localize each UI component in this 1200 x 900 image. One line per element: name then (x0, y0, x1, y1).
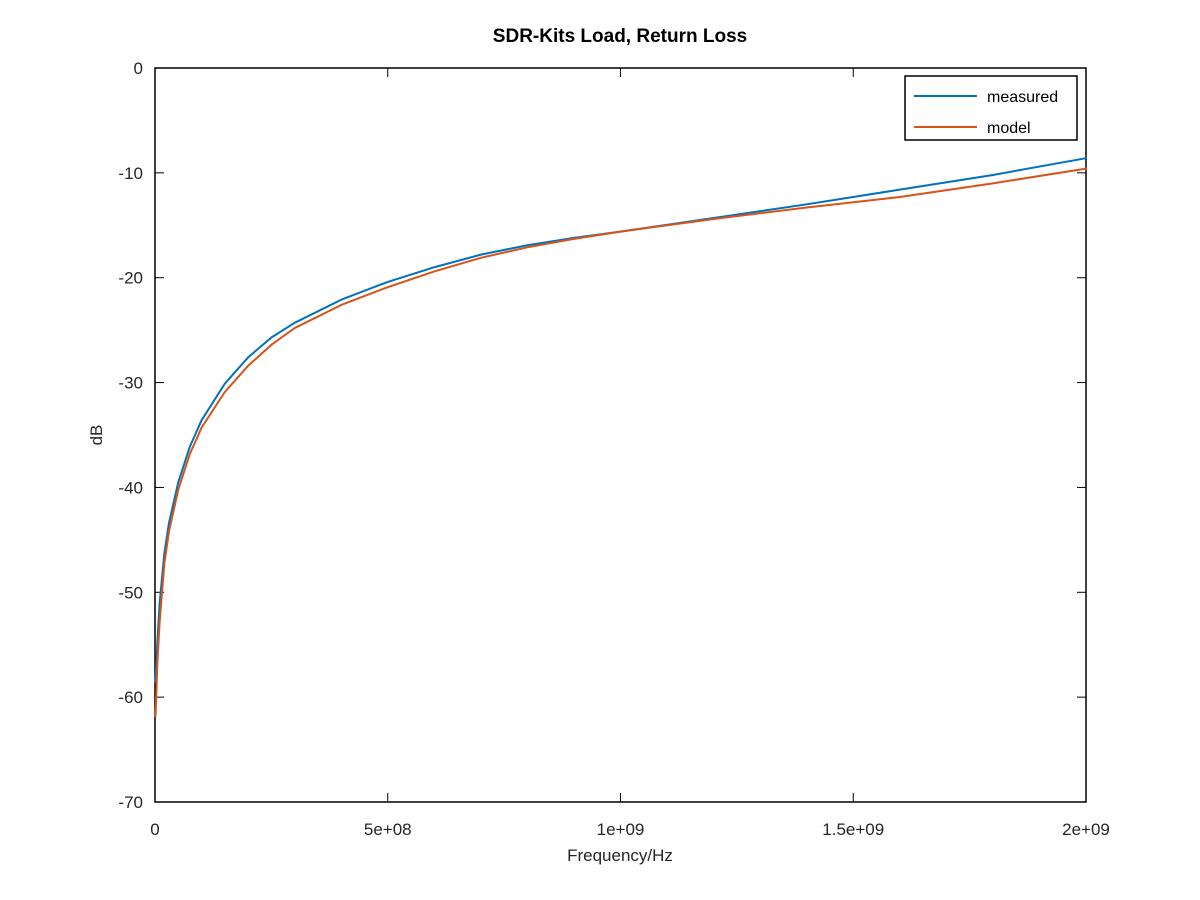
x-tick-label: 0 (150, 820, 159, 839)
legend: measured model (904, 75, 1078, 141)
y-tick-label: -30 (118, 374, 143, 393)
x-axis-label: Frequency/Hz (567, 846, 673, 865)
series-line-measured (154, 157, 1087, 683)
x-tick-label: 1.5e+09 (822, 820, 884, 839)
y-axis-ticks: 0 -10 -20 -30 -40 -50 -60 -70 (118, 59, 1086, 812)
x-axis-ticks: 0 5e+08 1e+09 1.5e+09 2e+09 (150, 68, 1110, 839)
plot-area (154, 67, 1087, 803)
y-tick-label: -70 (118, 793, 143, 812)
y-axis-label: dB (87, 425, 106, 446)
y-tick-label: -60 (118, 688, 143, 707)
series-layer (154, 157, 1087, 718)
x-tick-label: 1e+09 (597, 820, 645, 839)
chart-title: SDR-Kits Load, Return Loss (493, 26, 747, 47)
x-tick-label: 5e+08 (364, 820, 412, 839)
x-tick-label: 2e+09 (1062, 820, 1110, 839)
series-line-model (154, 167, 1087, 718)
y-tick-label: -50 (118, 583, 143, 602)
y-tick-label: 0 (134, 59, 143, 78)
y-tick-label: -40 (118, 478, 143, 497)
legend-box (904, 75, 1078, 141)
y-tick-label: -20 (118, 269, 143, 288)
legend-label-model: model (987, 120, 1031, 137)
legend-label-measured: measured (987, 89, 1058, 106)
y-tick-label: -10 (118, 164, 143, 183)
